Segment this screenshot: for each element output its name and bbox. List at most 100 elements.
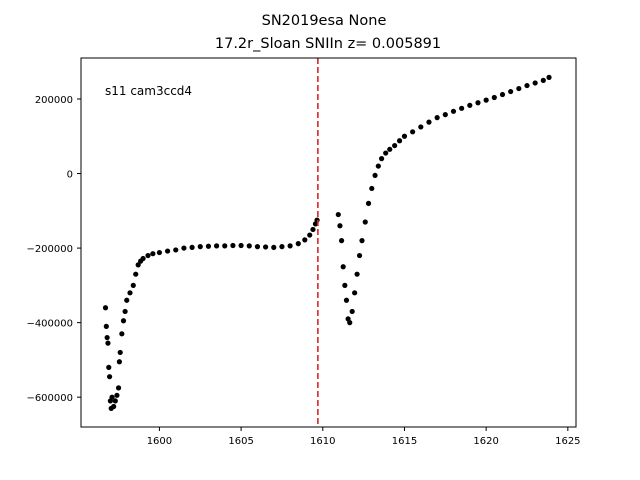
data-point	[119, 331, 125, 337]
y-tick-label: −600000	[26, 393, 73, 404]
chart-subtitle: 17.2r_Sloan SNIIn z= 0.005891	[215, 36, 441, 52]
data-point	[104, 334, 110, 341]
data-point	[156, 249, 163, 256]
data-point	[271, 244, 277, 250]
data-point	[499, 91, 506, 98]
data-point	[111, 403, 117, 410]
data-point	[122, 308, 128, 315]
data-point	[459, 105, 465, 111]
data-point	[491, 94, 497, 101]
data-point	[410, 129, 416, 135]
data-point	[124, 297, 130, 303]
data-point	[354, 271, 360, 277]
data-point	[338, 238, 345, 244]
data-point	[150, 251, 156, 257]
data-point	[135, 262, 141, 268]
data-point	[442, 112, 448, 118]
data-point	[295, 241, 301, 247]
x-tick-label: 1610	[310, 436, 335, 447]
data-point	[347, 320, 353, 326]
data-point	[387, 146, 393, 152]
data-point	[418, 124, 424, 130]
x-tick-label: 1600	[147, 436, 172, 447]
data-point	[133, 271, 139, 277]
data-point	[352, 290, 358, 296]
y-axis: 200000 0 −200000 −400000 −600000	[26, 95, 81, 404]
data-point	[508, 88, 514, 95]
y-tick-label: 0	[67, 170, 73, 181]
data-point	[230, 242, 236, 249]
data-point	[365, 200, 372, 206]
x-tick-label: 1620	[473, 436, 498, 447]
data-point	[246, 243, 252, 249]
data-point	[396, 138, 403, 144]
data-point	[434, 115, 440, 121]
data-point	[181, 245, 187, 251]
data-point	[127, 290, 133, 296]
data-point	[140, 255, 146, 262]
data-point	[263, 244, 269, 250]
data-point	[475, 100, 481, 106]
data-point	[540, 77, 546, 83]
data-point	[279, 244, 285, 250]
data-point	[337, 223, 343, 229]
data-point	[401, 133, 408, 139]
data-points	[102, 74, 552, 411]
panel-annotation: s11 cam3ccd4	[105, 84, 192, 98]
data-point	[109, 394, 115, 400]
x-tick-label: 1605	[228, 436, 253, 447]
data-point	[532, 80, 538, 86]
data-point	[343, 297, 350, 303]
data-point	[222, 243, 228, 249]
data-point	[369, 185, 375, 192]
data-point	[287, 243, 293, 249]
data-point	[372, 172, 378, 179]
data-point	[114, 392, 120, 398]
data-point	[103, 323, 109, 329]
data-point	[467, 102, 473, 108]
data-point	[483, 97, 489, 103]
data-point	[302, 237, 308, 243]
data-point	[120, 318, 127, 324]
data-point	[105, 340, 111, 346]
data-point	[378, 156, 385, 162]
data-point	[106, 364, 112, 370]
data-point	[106, 374, 113, 380]
data-point	[116, 359, 122, 365]
x-tick-label: 1615	[392, 436, 417, 447]
data-point	[310, 226, 316, 233]
data-point	[383, 150, 389, 156]
data-point	[112, 398, 118, 404]
data-point	[164, 248, 171, 254]
y-tick-label: −200000	[26, 244, 73, 255]
axes-frame	[80, 57, 577, 428]
data-point	[254, 244, 261, 250]
data-point	[115, 385, 122, 391]
data-point	[450, 108, 457, 114]
data-point	[546, 74, 552, 80]
data-point	[197, 244, 203, 250]
data-point	[213, 243, 220, 249]
data-point	[426, 119, 432, 125]
data-point	[102, 305, 109, 311]
y-tick-label: 200000	[35, 95, 73, 106]
x-tick-label: 1625	[555, 436, 580, 447]
chart-title: SN2019esa None	[262, 13, 387, 29]
data-point	[362, 219, 368, 225]
data-point	[516, 85, 522, 92]
y-tick-label: −400000	[26, 319, 73, 330]
data-point	[238, 242, 244, 249]
data-point	[392, 142, 398, 149]
data-point	[130, 282, 136, 288]
data-point	[356, 252, 363, 259]
data-point	[117, 349, 123, 356]
data-point	[342, 282, 348, 288]
data-point	[307, 232, 313, 238]
data-point	[335, 211, 341, 218]
data-point	[314, 217, 320, 223]
data-point	[173, 247, 179, 253]
data-point	[359, 238, 365, 244]
data-point	[524, 82, 530, 89]
